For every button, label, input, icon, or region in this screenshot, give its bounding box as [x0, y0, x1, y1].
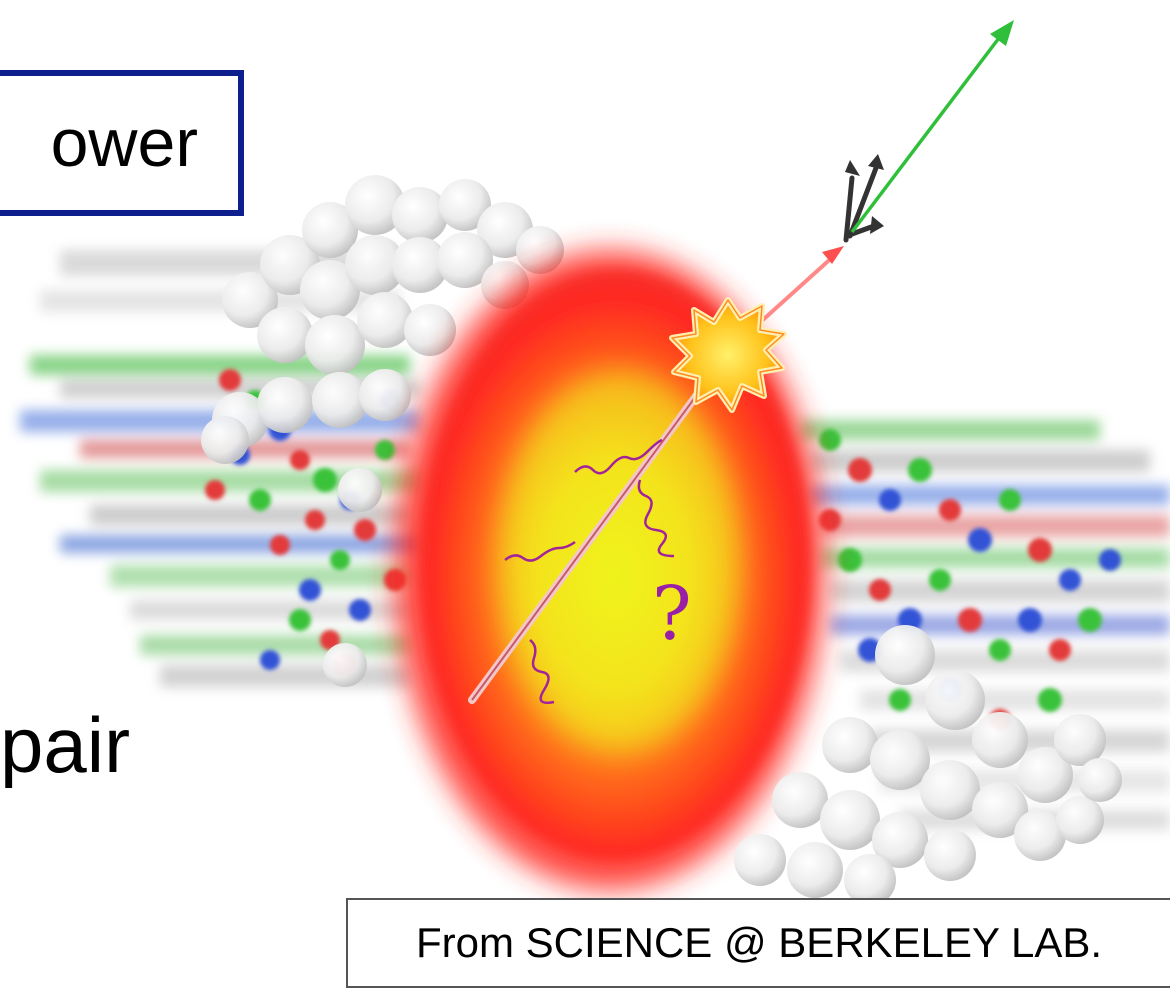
bottom-side-label: pair	[0, 701, 131, 789]
fireball	[395, 250, 825, 890]
gluon-radiation	[504, 438, 675, 704]
red-arrowhead	[822, 246, 844, 264]
right-quark-cloud	[819, 429, 1121, 731]
arrow-icon	[990, 20, 1014, 46]
question-mark: ?	[652, 571, 692, 657]
image-credit: From SCIENCE @ BERKELEY LAB.	[346, 898, 1170, 988]
left-nucleon-cluster	[201, 175, 564, 687]
green-jet	[850, 32, 1004, 234]
right-nucleon-cluster	[734, 625, 1122, 906]
decay-arrows	[843, 154, 884, 243]
top-boxed-label: ower	[0, 70, 244, 216]
